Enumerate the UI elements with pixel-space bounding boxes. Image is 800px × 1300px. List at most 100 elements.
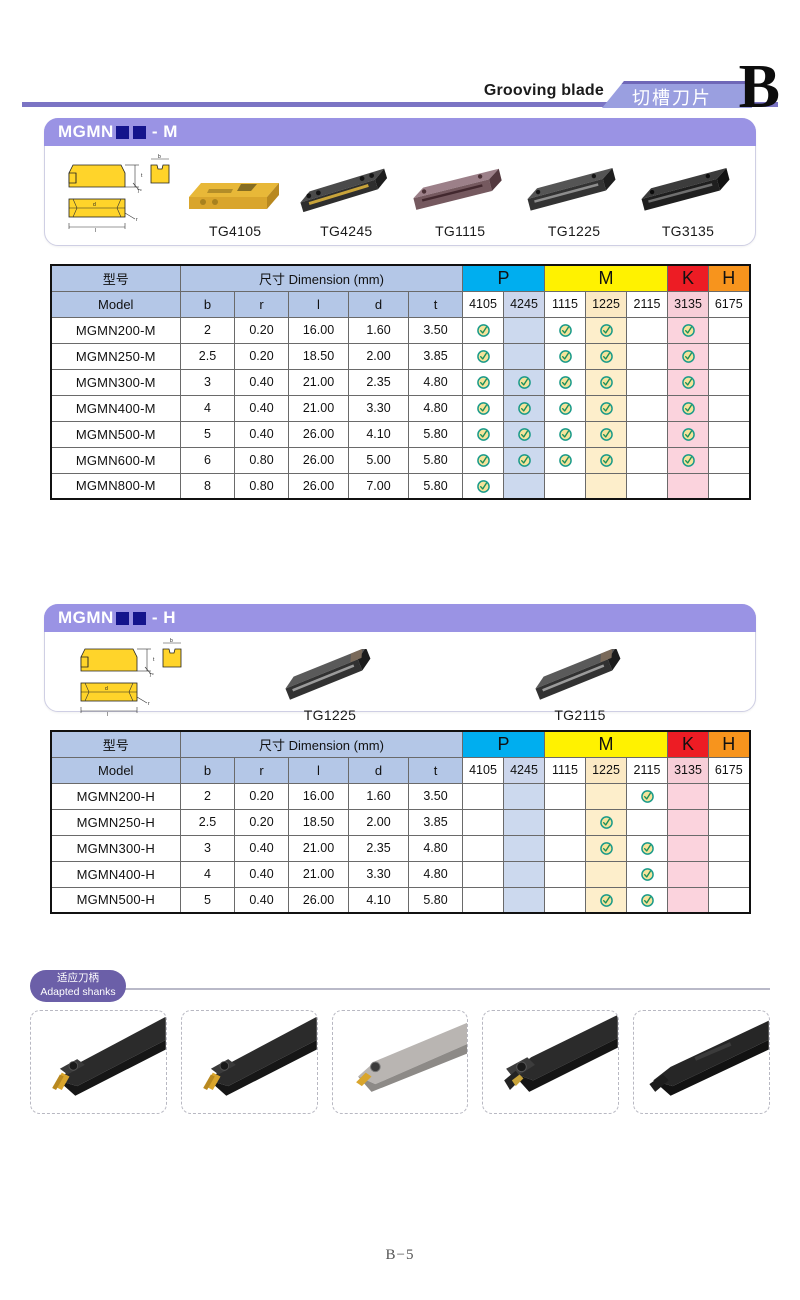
cell-grade-1115 (544, 834, 586, 862)
cell-grade-4245 (503, 368, 545, 396)
grade-check-icon (599, 350, 613, 363)
shank-label: MGIVR/L (340, 1011, 390, 1014)
cell-grade-1115 (544, 446, 586, 474)
cell-grade-4245 (503, 316, 545, 344)
table-row: MGMN600-M 6 0.80 26.00 5.00 5.80 (49, 446, 751, 474)
shank-label: MGEHR/L (39, 1011, 93, 1014)
product-tg1225: TG1225 (517, 163, 631, 239)
product-label-tg1225: TG1225 (547, 223, 601, 239)
cell-r: 0.20 (234, 316, 289, 344)
header-grade-3135: 3135 (667, 290, 709, 318)
cell-t: 5.80 (408, 420, 463, 448)
cell-grade-6175 (708, 886, 751, 914)
grade-check-icon (517, 428, 531, 441)
tech-drawing-wrap-h: t b l 7° r d (55, 637, 205, 723)
grade-check-icon (599, 894, 613, 907)
insert-photo-dark-h1 (285, 649, 371, 700)
header-grade-4245-h: 4245 (503, 756, 545, 784)
header-group-h-h: H (708, 730, 751, 758)
shank-label: MGFVR/L (491, 1011, 544, 1014)
shank-card[interactable]: MGEHR/L (30, 1010, 167, 1114)
header-col-t: t (408, 290, 463, 318)
cell-model: MGMN300-H (49, 834, 181, 862)
cell-r: 0.40 (234, 834, 289, 862)
cell-l: 18.50 (288, 808, 349, 836)
header-group-h: H (708, 264, 751, 292)
cell-grade-4245 (503, 860, 545, 888)
grade-check-icon (599, 428, 613, 441)
cell-r: 0.40 (234, 368, 289, 396)
svg-text:r: r (136, 217, 138, 223)
header-col-t-h: t (408, 756, 463, 784)
cell-grade-4245 (503, 808, 545, 836)
insert-photo-bronze (413, 168, 502, 210)
insert-dimension-drawing: t b l 7° r d (68, 154, 170, 234)
cell-grade-2115 (626, 316, 668, 344)
cell-grade-6175 (708, 420, 751, 448)
header-title-cn-banner: 切槽刀片 (602, 81, 752, 109)
cell-d: 3.30 (348, 394, 409, 422)
header-col-l: l (288, 290, 349, 318)
product-tg3135: TG3135 (631, 163, 745, 239)
header-grade-4105: 4105 (462, 290, 504, 318)
cell-grade-3135 (667, 394, 709, 422)
cell-l: 26.00 (288, 472, 349, 500)
header-grade-3135-h: 3135 (667, 756, 709, 784)
svg-text:d: d (93, 202, 96, 208)
cell-d: 1.60 (348, 316, 409, 344)
cell-model: MGMN250-M (49, 342, 181, 370)
product-label-tg2115-h: TG2115 (554, 707, 606, 723)
cell-t: 3.50 (408, 782, 463, 810)
header-col-l-h: l (288, 756, 349, 784)
cell-l: 21.00 (288, 834, 349, 862)
grade-check-icon (558, 324, 572, 337)
external-holder-black-image (52, 1016, 166, 1096)
cell-l: 26.00 (288, 886, 349, 914)
cell-grade-1115 (544, 420, 586, 448)
header-grade-2115: 2115 (626, 290, 668, 318)
cell-grade-4245 (503, 886, 545, 914)
cell-b: 2 (180, 782, 235, 810)
table-row: MGMN300-M 3 0.40 21.00 2.35 4.80 (49, 368, 751, 396)
cell-grade-1225 (585, 368, 627, 396)
cell-r: 0.20 (234, 782, 289, 810)
grade-check-icon (599, 454, 613, 467)
grade-check-icon (599, 376, 613, 389)
shanks-divider-rule (124, 988, 770, 990)
svg-text:t: t (153, 657, 155, 663)
cell-grade-2115 (626, 342, 668, 370)
product-label-tg4245: TG4245 (320, 223, 373, 239)
shank-card[interactable]: MGEVR/L (180, 1010, 318, 1114)
grade-check-icon (558, 402, 572, 415)
cell-grade-1115 (544, 316, 586, 344)
cell-model: MGMN250-H (49, 808, 181, 836)
header-col-b: b (180, 290, 235, 318)
cell-grade-2115 (626, 420, 668, 448)
cell-model: MGMN200-M (49, 316, 181, 344)
table-row: MGMN500-M 5 0.40 26.00 4.10 5.80 (49, 420, 751, 448)
grade-check-icon (640, 868, 654, 881)
shank-card[interactable]: MGIVR/L (331, 1010, 469, 1114)
table-body-mgmn-h: MGMN200-H 2 0.20 16.00 1.60 3.50 MGMN250-H 2.5 0… (49, 782, 751, 914)
header-model-cn-h: 型号 (49, 730, 181, 758)
cell-model: MGMN300-M (49, 368, 181, 396)
grade-check-icon (599, 816, 613, 829)
cell-grade-4105 (462, 808, 504, 836)
grade-check-icon (599, 324, 613, 337)
adapted-shanks-badge-en: Adapted shanks (40, 986, 116, 998)
size-placeholder-square-3 (115, 611, 129, 625)
cell-model: MGMN600-M (49, 446, 181, 474)
grade-check-icon (681, 350, 695, 363)
header-grade-1115-h: 1115 (544, 756, 586, 784)
cell-b: 4 (180, 394, 235, 422)
cell-grade-3135 (667, 782, 709, 810)
grade-check-icon (517, 376, 531, 389)
cell-grade-1115 (544, 808, 586, 836)
grade-check-icon (476, 350, 490, 363)
table-row: MGMN500-H 5 0.40 26.00 4.10 5.80 (49, 886, 751, 914)
product-label-tg4105: TG4105 (209, 223, 262, 239)
shank-card[interactable]: SMGB (633, 1010, 770, 1114)
shank-card[interactable]: MGFVR/L (482, 1010, 620, 1114)
face-groove-holder-black-image (504, 1014, 619, 1092)
cell-r: 0.20 (234, 342, 289, 370)
